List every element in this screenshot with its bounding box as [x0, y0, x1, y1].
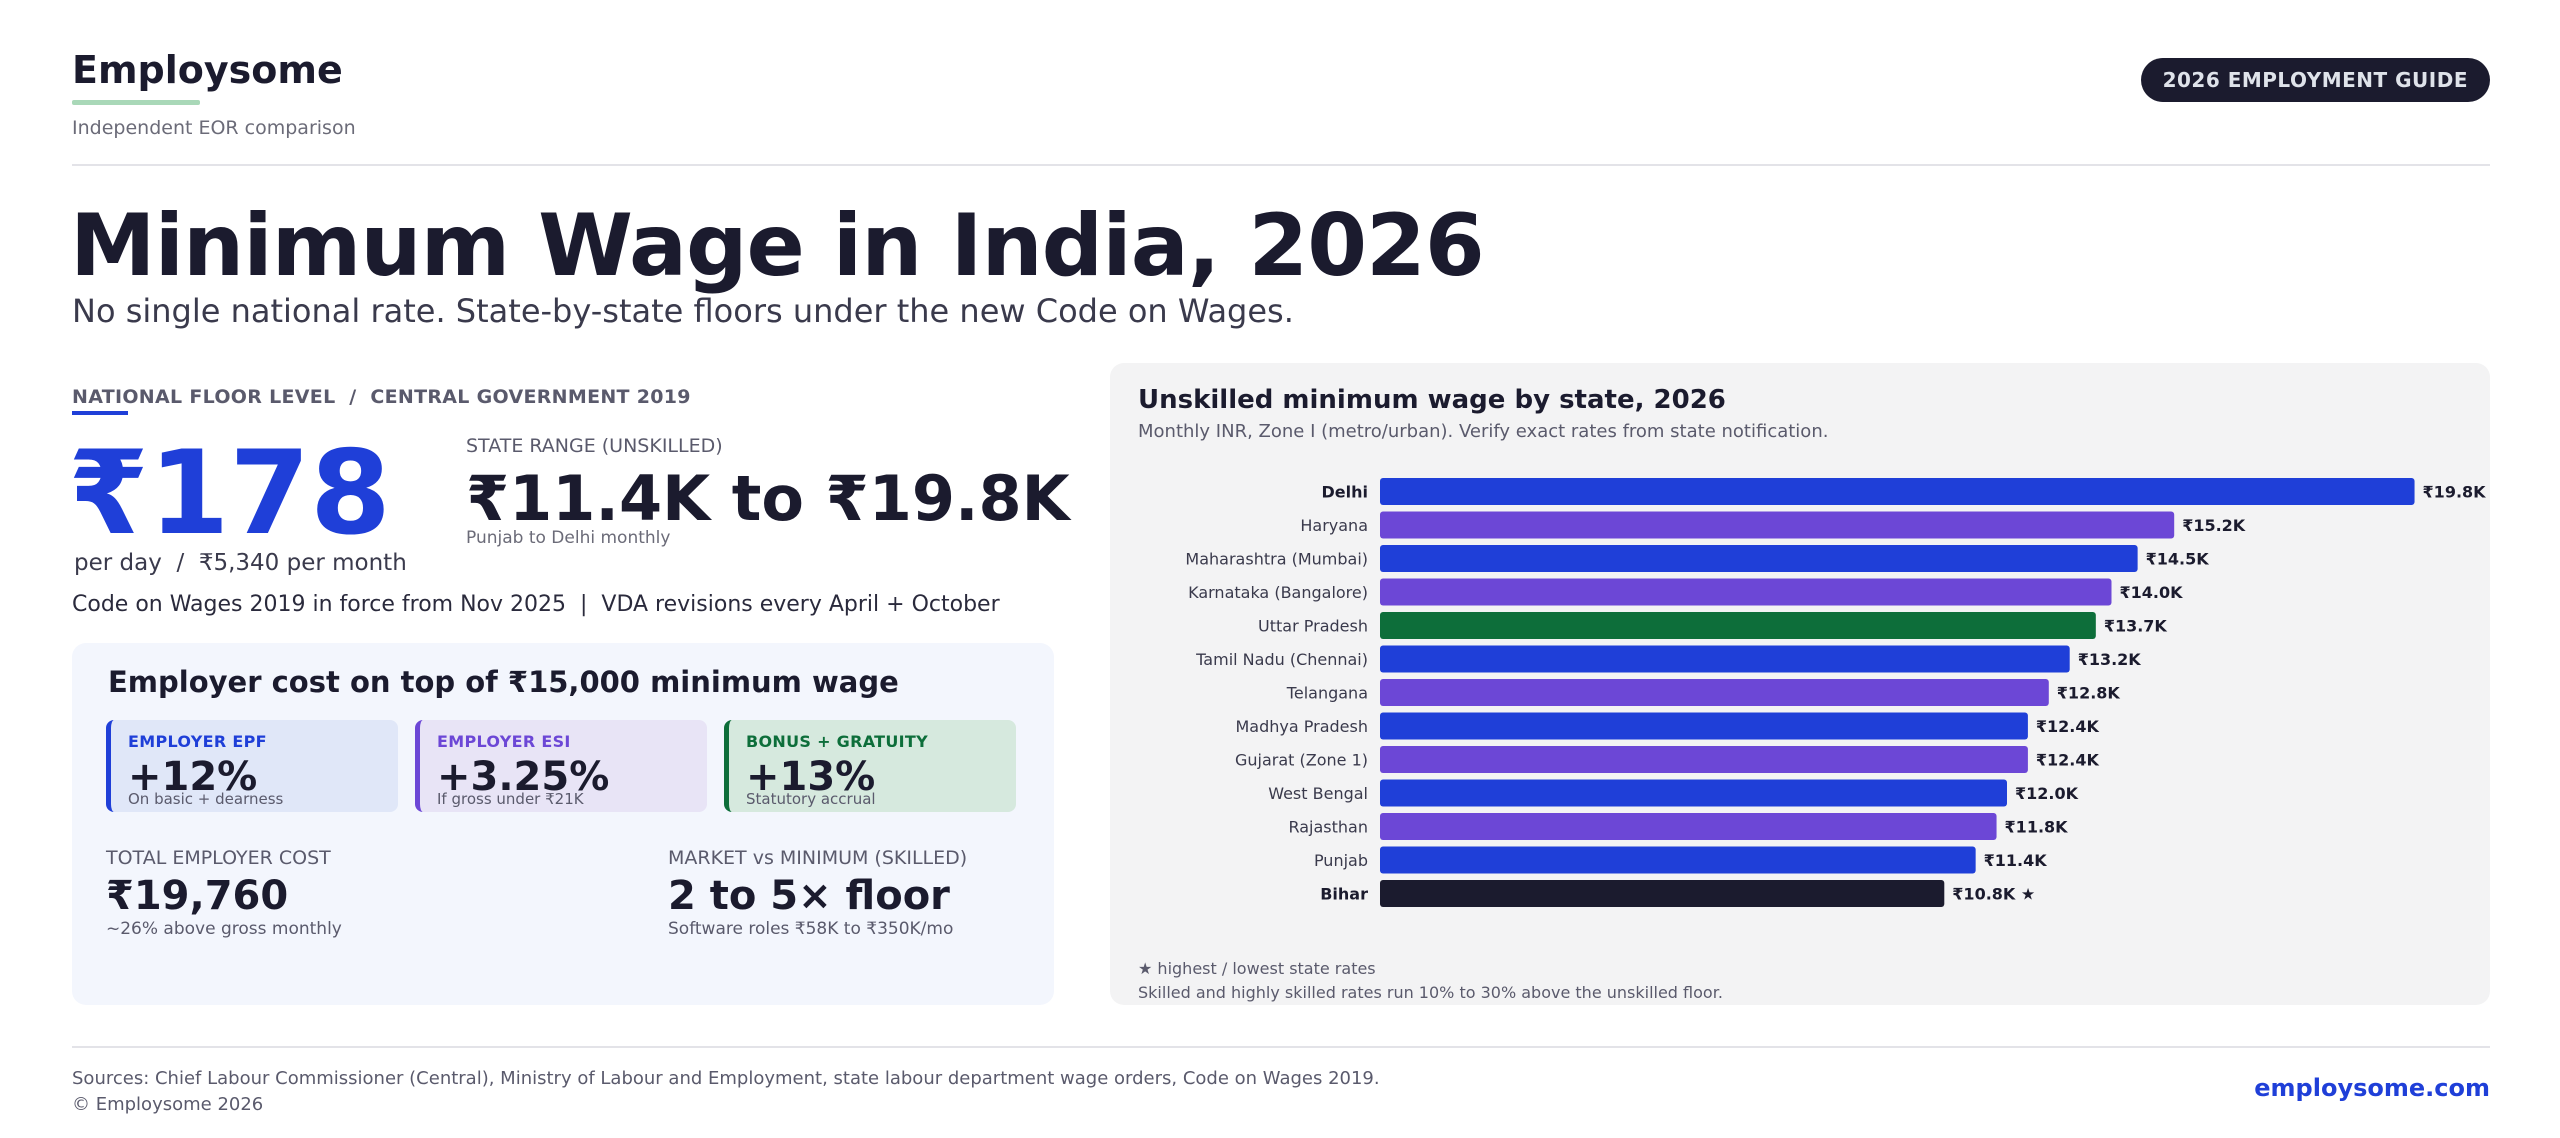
wage-bar — [1380, 612, 2096, 639]
wage-bar — [1380, 813, 1997, 840]
wage-value-label: ₹13.7K — [2104, 617, 2168, 636]
state-label: Karnataka (Bangalore) — [1188, 583, 1368, 602]
wage-value-label: ₹11.4K — [1984, 851, 2048, 870]
page-subtitle: No single national rate. State-by-state … — [72, 292, 1294, 330]
state-range-note: Punjab to Delhi monthly — [466, 528, 671, 548]
tile-label: EMPLOYER ESI — [437, 732, 571, 751]
state-label: Uttar Pradesh — [1258, 617, 1368, 636]
tile-value: +12% — [128, 754, 258, 800]
state-label: Punjab — [1314, 851, 1368, 870]
market-note: Software roles ₹58K to ₹350K/mo — [668, 919, 954, 939]
state-label: Bihar — [1320, 885, 1368, 904]
epf-tile: EMPLOYER EPF +12% On basic + dearness — [106, 720, 398, 812]
tile-note: Statutory accrual — [746, 790, 876, 808]
footer-divider — [72, 1046, 2490, 1048]
chart-title: Unskilled minimum wage by state, 2026 — [1138, 385, 1726, 415]
chart-subtitle: Monthly INR, Zone I (metro/urban). Verif… — [1138, 421, 1829, 442]
code-on-wages-line: Code on Wages 2019 in force from Nov 202… — [72, 592, 1000, 617]
employer-cost-title: Employer cost on top of ₹15,000 minimum … — [108, 665, 899, 699]
state-range-value: ₹11.4K to ₹19.8K — [466, 462, 1070, 535]
national-floor-per: per day / ₹5,340 per month — [74, 550, 407, 576]
market-label: MARKET vs MINIMUM (SKILLED) — [668, 847, 968, 869]
state-label: Telangana — [1286, 684, 1368, 703]
wage-value-label: ₹11.8K — [2005, 818, 2069, 837]
page-title: Minimum Wage in India, 2026 — [70, 196, 1485, 296]
wage-value-label: ₹15.2K — [2182, 516, 2246, 535]
esi-tile: EMPLOYER ESI +3.25% If gross under ₹21K — [415, 720, 707, 812]
state-wage-bar-chart: Delhi ₹19.8K ★ Haryana ₹15.2K Maharashtra (M… — [1185, 478, 2490, 907]
wage-bar — [1380, 679, 2049, 706]
wage-value-label: ₹14.5K — [2146, 550, 2210, 569]
tile-label: EMPLOYER EPF — [128, 732, 267, 751]
wage-bar — [1380, 478, 2415, 505]
tile-value: +13% — [746, 754, 876, 800]
state-label: Madhya Pradesh — [1236, 717, 1369, 736]
bonus-gratuity-tile: BONUS + GRATUITY +13% Statutory accrual — [724, 720, 1016, 812]
total-cost-note: ~26% above gross monthly — [106, 919, 342, 939]
wage-value-label: ₹13.2K — [2078, 650, 2142, 669]
tile-value: +3.25% — [437, 754, 610, 800]
tile-label: BONUS + GRATUITY — [746, 732, 929, 751]
wage-bar — [1380, 779, 2007, 807]
total-cost-label: TOTAL EMPLOYER COST — [106, 847, 331, 869]
wage-bar — [1380, 645, 2070, 673]
employer-cost-panel: Employer cost on top of ₹15,000 minimum … — [72, 643, 1054, 1005]
wage-value-label: ₹12.8K — [2057, 684, 2121, 703]
brand-tagline: Independent EOR comparison — [72, 117, 356, 139]
copyright-text: © Employsome 2026 — [72, 1094, 264, 1115]
wage-value-label: ₹12.0K — [2015, 784, 2079, 803]
wage-bar — [1380, 712, 2028, 740]
national-floor-underline — [72, 411, 128, 415]
chart-footnote-skilled: Skilled and highly skilled rates run 10%… — [1138, 983, 1723, 1002]
total-cost-value: ₹19,760 — [106, 873, 289, 919]
brand-underline — [72, 100, 200, 105]
wage-bar — [1380, 545, 2138, 572]
state-label: Haryana — [1300, 516, 1368, 535]
market-value: 2 to 5× floor — [668, 873, 950, 919]
wage-value-label: ₹12.4K — [2036, 717, 2100, 736]
state-wage-chart-panel: Unskilled minimum wage by state, 2026 Mo… — [1110, 363, 2490, 1005]
wage-value-label: ₹10.8K ★ — [1952, 885, 2035, 904]
national-floor-value: ₹178 — [68, 426, 391, 561]
wage-bar — [1380, 880, 1945, 907]
tile-note: If gross under ₹21K — [437, 790, 584, 808]
tile-note: On basic + dearness — [128, 790, 284, 808]
wage-bar — [1380, 578, 2112, 606]
site-link[interactable]: employsome.com — [2254, 1074, 2490, 1102]
wage-bar — [1380, 746, 2028, 773]
header-divider — [72, 164, 2490, 166]
wage-bar — [1380, 846, 1976, 874]
wage-value-label: ₹12.4K — [2036, 751, 2100, 770]
wage-bar — [1380, 511, 2175, 539]
brand-name: Employsome — [72, 48, 343, 92]
state-range-label: STATE RANGE (UNSKILLED) — [466, 435, 723, 457]
state-label: Rajasthan — [1288, 818, 1368, 837]
wage-value-label: ₹14.0K — [2120, 583, 2184, 602]
state-label: West Bengal — [1268, 784, 1368, 803]
wage-value-label: ₹19.8K ★ — [2423, 483, 2490, 502]
guide-badge: 2026 EMPLOYMENT GUIDE — [2140, 58, 2490, 102]
chart-footnote-star: ★ highest / lowest state rates — [1138, 959, 1376, 978]
state-label: Maharashtra (Mumbai) — [1185, 550, 1368, 569]
state-label: Tamil Nadu (Chennai) — [1195, 650, 1368, 669]
state-label: Gujarat (Zone 1) — [1235, 751, 1368, 770]
state-label: Delhi — [1322, 483, 1369, 502]
sources-text: Sources: Chief Labour Commissioner (Cent… — [72, 1068, 1380, 1089]
national-floor-label: NATIONAL FLOOR LEVEL / CENTRAL GOVERNMEN… — [72, 386, 691, 408]
